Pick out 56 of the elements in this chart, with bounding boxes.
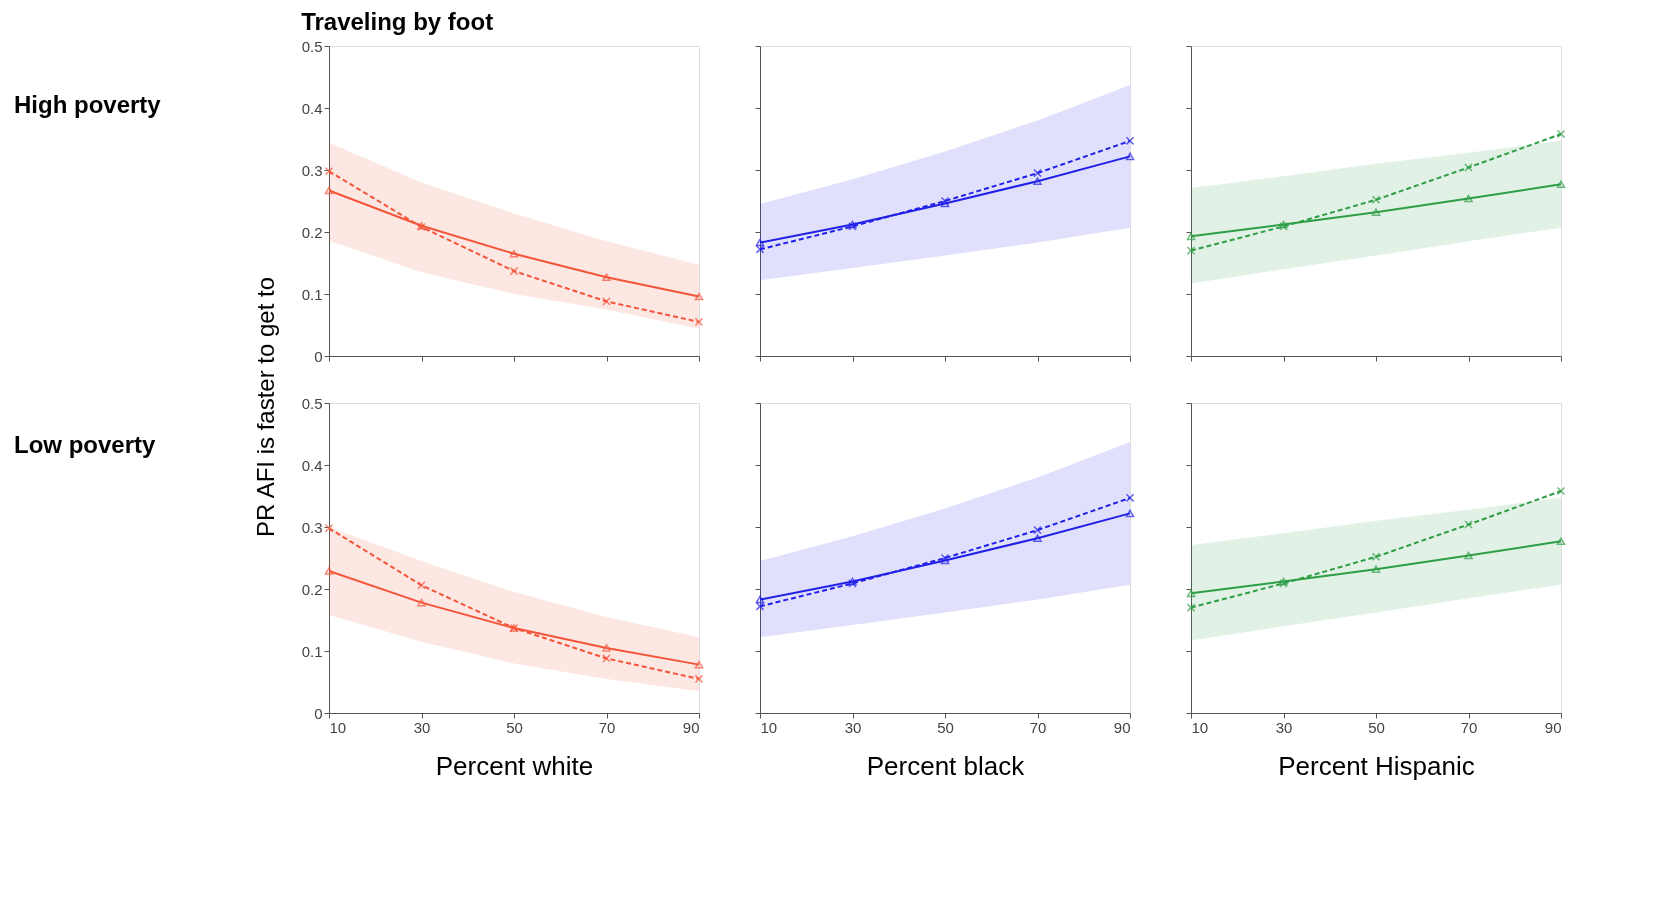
x-tick-label: 30 [844,718,862,736]
point [694,317,704,327]
x-tick-label: 30 [413,718,431,736]
y-tick-label: 0.5 [301,37,323,55]
x-tick-label: 50 [506,718,523,736]
point [1186,246,1196,255]
chart-title: Traveling by foot [301,8,494,35]
point [1033,177,1042,185]
point [509,266,519,276]
point [602,273,611,282]
point [1464,163,1473,172]
y-tick-label: 0.3 [301,161,323,179]
x-tick-label: 90 [1113,718,1131,736]
y-tick-label: 0 [314,347,323,365]
point [602,297,611,306]
x-tick-label: 90 [1544,718,1562,736]
y-tick-label: 0 [314,704,323,722]
point [1464,194,1473,203]
point [509,249,519,258]
x-tick-label: 90 [682,718,700,736]
y-tick-label: 0.2 [301,580,323,598]
x-tick-label: 70 [598,718,616,736]
point [1125,152,1135,161]
x-tick-label: 10 [1191,718,1209,736]
x-tick-label: 30 [1275,718,1293,736]
y-axis-title: PR AFI is faster to get to [252,276,279,538]
x-axis-title: Percent black [866,750,1026,781]
text: Low poverty [14,431,156,458]
point [755,238,765,247]
x-axis-title: Percent white [435,750,594,781]
x-axis-title: Percent Hispanic [1278,750,1475,781]
y-tick-label: 0.2 [301,223,323,241]
y-tick-label: 0.1 [301,285,323,303]
x-tick-label: 70 [1029,718,1047,736]
y-tick-label: 0.5 [301,394,323,412]
point [1371,195,1381,205]
point [694,292,704,301]
y-tick-label: 0.4 [301,99,323,117]
y-tick-label: 0.4 [301,456,323,474]
x-tick-label: 50 [937,718,954,736]
point [324,166,334,176]
x-tick-label: 10 [329,718,347,736]
x-tick-label: 70 [1460,718,1478,736]
point [1556,180,1566,189]
text: High poverty [14,91,162,118]
x-tick-label: 50 [1368,718,1385,736]
x-tick-label: 10 [760,718,778,736]
point [324,186,334,195]
point [1556,129,1566,139]
point [1186,232,1196,241]
point [1033,168,1042,178]
y-tick-label: 0.1 [301,642,323,660]
point [1371,208,1381,216]
point [1125,136,1135,146]
y-tick-label: 0.3 [301,518,323,536]
point [755,245,765,254]
